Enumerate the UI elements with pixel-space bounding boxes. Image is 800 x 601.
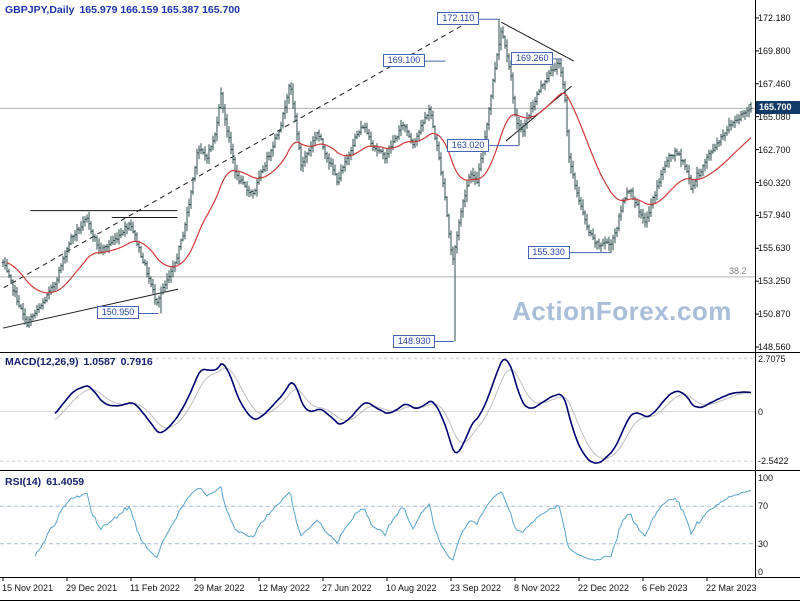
date-axis-label: 29 Dec 2021 [66, 583, 118, 593]
ohlc-values: 165.979 166.159 165.387 165.700 [79, 4, 241, 16]
rsi-axis-label: 0 [758, 567, 764, 577]
rsi-title: RSI(14) 61.4059 [5, 476, 89, 488]
support-trendline [2, 288, 179, 329]
rsi-label: RSI(14) [5, 476, 42, 488]
date-axis-label: 27 Jun 2022 [322, 583, 372, 593]
price-marker-label[interactable]: 150.950 [97, 306, 140, 320]
price-marker-label[interactable]: 172.110 [437, 12, 480, 26]
rsi-value: 61.4059 [46, 476, 85, 488]
rsi-axis-label: 70 [758, 501, 769, 512]
date-axis-label: 29 Mar 2022 [194, 583, 245, 593]
date-axis-label: 15 Nov 2021 [2, 583, 54, 593]
price-axis-label: 167.460 [758, 78, 791, 89]
rsi-axis-label: 30 [758, 538, 769, 549]
macd-title: MACD(12,26,9) 1.0587 0.7916 [5, 356, 158, 368]
price-axis-label: 172.180 [758, 13, 791, 23]
chart-title: GBPJPY,Daily 165.979 166.159 165.387 165.… [5, 4, 245, 16]
price-axis-label: 162.700 [758, 144, 791, 155]
date-axis-label: 8 Nov 2022 [514, 583, 561, 593]
price-axis-label: 169.800 [758, 45, 791, 56]
price-bars-series [2, 19, 752, 342]
macd-value: 1.0587 [83, 356, 116, 368]
wedge-resistance [501, 21, 575, 62]
date-axis-label: 12 May 2022 [258, 583, 311, 593]
moving-average-line [6, 92, 752, 294]
date-axis-label: 23 Sep 2022 [450, 583, 502, 593]
macd-signal-line [54, 367, 751, 460]
price-axis-label: 160.320 [758, 177, 791, 188]
macd-axis-label: 2.7075 [758, 353, 786, 364]
price-marker-label[interactable]: 163.020 [447, 138, 490, 152]
price-marker-label[interactable]: 155.330 [527, 245, 570, 259]
price-axis-label: 150.870 [758, 309, 791, 320]
price-marker-label[interactable]: 169.100 [382, 54, 425, 68]
price-marker-label[interactable]: 148.930 [393, 334, 436, 348]
date-axis-label: 22 Mar 2023 [706, 583, 757, 593]
price-axis-label: 148.560 [758, 342, 791, 352]
date-axis-label: 22 Dec 2022 [578, 583, 630, 593]
macd-axis-label: 0 [758, 406, 764, 417]
price-axis-label: 157.940 [758, 210, 791, 221]
date-axis-label: 10 Aug 2022 [386, 583, 437, 593]
price-axis-label: 153.250 [758, 276, 791, 287]
price-marker-label[interactable]: 169.260 [511, 51, 554, 65]
date-axis-label: 6 Feb 2023 [642, 583, 688, 593]
macd-axis-label: -2.5422 [758, 456, 789, 467]
price-axis-label: 155.630 [758, 243, 791, 254]
current-price-tag: 165.700 [756, 101, 800, 115]
price-axis-label: 165.080 [758, 111, 791, 122]
macd-signal-value: 0.7916 [120, 356, 153, 368]
date-axis-label: 11 Feb 2022 [130, 583, 180, 593]
rsi-axis-label: 100 [758, 473, 774, 483]
rsi-line [34, 485, 752, 561]
price-bars-ticks [1, 31, 753, 326]
macd-main-line [54, 358, 752, 464]
macd-label: MACD(12,26,9) [5, 356, 79, 368]
fib-retracement-label: 38.2 [729, 265, 747, 276]
symbol-timeframe-label: GBPJPY,Daily [5, 4, 75, 16]
watermark: ActionForex.com [512, 296, 732, 326]
